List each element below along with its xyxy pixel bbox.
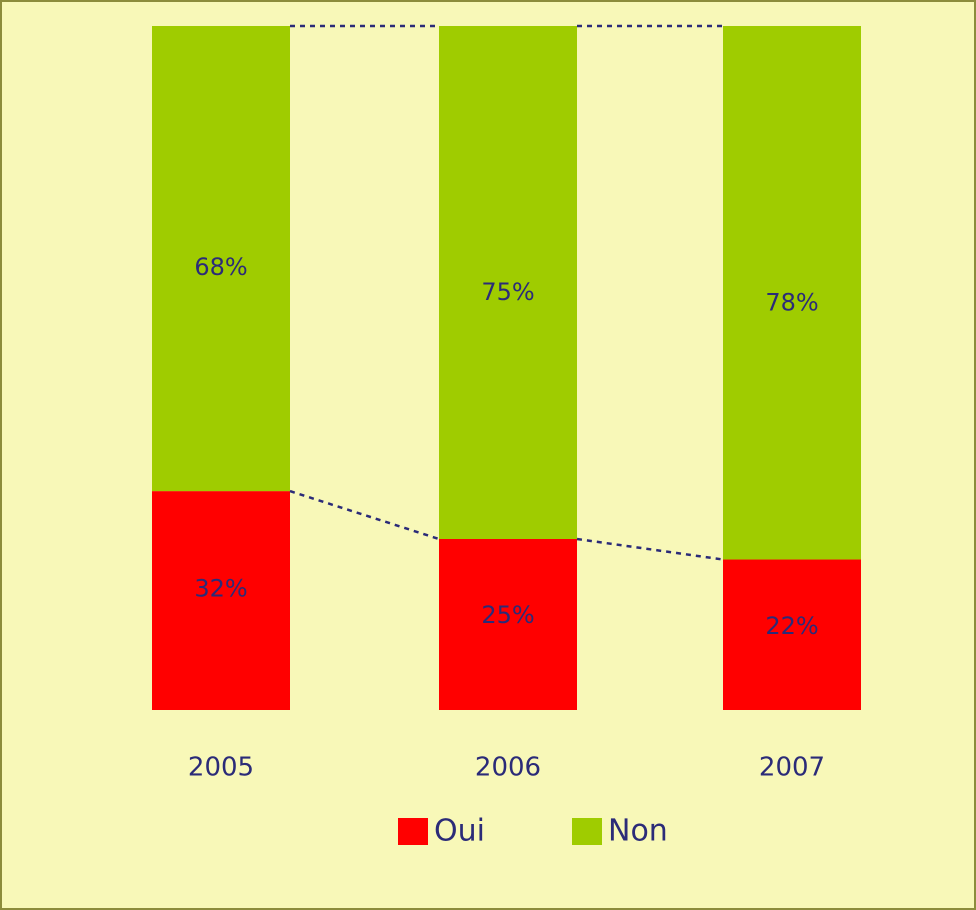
value-label: 25% (481, 601, 534, 629)
bar-segment (439, 26, 577, 539)
value-label: 75% (481, 278, 534, 306)
x-tick-label: 2006 (475, 753, 541, 783)
x-tick-label: 2007 (759, 753, 825, 783)
value-label: 68% (194, 253, 247, 281)
bar-segment (723, 559, 861, 710)
legend-label: Non (608, 814, 668, 849)
legend-swatch (572, 818, 602, 845)
legend-label: Oui (434, 814, 485, 849)
bar-segment (152, 491, 290, 710)
value-label: 78% (765, 288, 818, 316)
bar-segment (439, 539, 577, 710)
bar-segment (152, 26, 290, 492)
bar-segment (723, 26, 861, 560)
value-label: 32% (194, 575, 247, 603)
legend-swatch (398, 818, 428, 845)
x-tick-label: 2005 (188, 753, 254, 783)
series-connector (289, 489, 440, 541)
value-label: 22% (765, 612, 818, 640)
series-connector (576, 537, 724, 561)
